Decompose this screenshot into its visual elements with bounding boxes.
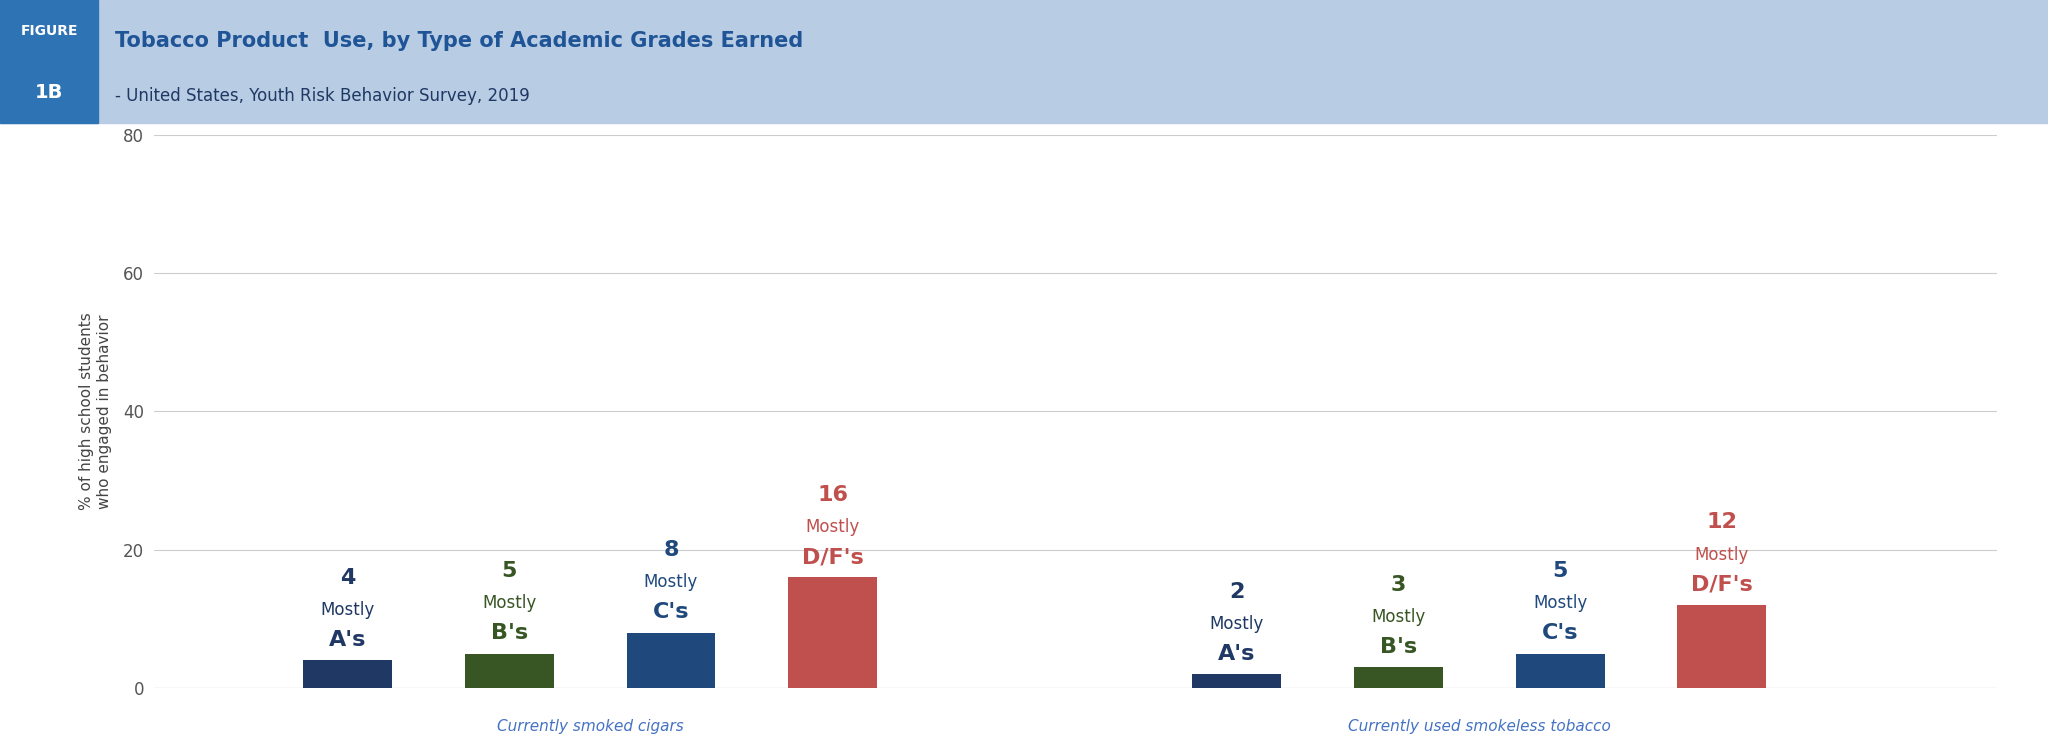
Bar [788, 577, 877, 688]
Text: FIGURE: FIGURE [20, 24, 78, 38]
Y-axis label: % of high school students
who engaged in behavior: % of high school students who engaged in… [80, 313, 113, 510]
Text: Mostly: Mostly [805, 518, 860, 536]
Text: D/F's: D/F's [803, 547, 864, 567]
Text: 5: 5 [502, 561, 516, 581]
Text: B's: B's [1380, 637, 1417, 657]
Text: Mostly: Mostly [1534, 594, 1587, 612]
Bar [465, 654, 553, 688]
Text: Mostly: Mostly [319, 601, 375, 619]
Text: Mostly: Mostly [643, 573, 698, 591]
Text: Tobacco Product  Use, by Type of Academic Grades Earned: Tobacco Product Use, by Type of Academic… [115, 31, 803, 51]
Text: 8: 8 [664, 540, 678, 560]
Text: 12: 12 [1706, 512, 1737, 533]
Text: B's: B's [492, 623, 528, 643]
Text: Currently smoked cigars: Currently smoked cigars [498, 720, 684, 735]
Text: Mostly: Mostly [1372, 608, 1425, 626]
Bar [0, 0, 98, 123]
Text: Mostly: Mostly [481, 594, 537, 612]
Bar [1677, 605, 1767, 688]
Text: A's: A's [330, 630, 367, 650]
Text: 4: 4 [340, 568, 354, 588]
Bar [1192, 675, 1282, 688]
Text: A's: A's [1219, 644, 1255, 664]
Text: C's: C's [653, 602, 690, 622]
Text: Mostly: Mostly [1696, 545, 1749, 564]
Bar [627, 633, 715, 688]
Text: D/F's: D/F's [1692, 574, 1753, 595]
Text: Mostly: Mostly [1210, 615, 1264, 633]
Text: C's: C's [1542, 623, 1579, 643]
Text: 16: 16 [817, 485, 848, 505]
Text: 5: 5 [1552, 561, 1569, 581]
Bar [303, 660, 391, 688]
Text: 2: 2 [1229, 582, 1245, 601]
Bar [1354, 667, 1444, 688]
Text: Currently used smokeless tobacco: Currently used smokeless tobacco [1348, 720, 1612, 735]
Text: 1B: 1B [35, 83, 63, 102]
Bar [1516, 654, 1606, 688]
Text: 3: 3 [1391, 574, 1407, 595]
Text: - United States, Youth Risk Behavior Survey, 2019: - United States, Youth Risk Behavior Sur… [115, 88, 530, 105]
